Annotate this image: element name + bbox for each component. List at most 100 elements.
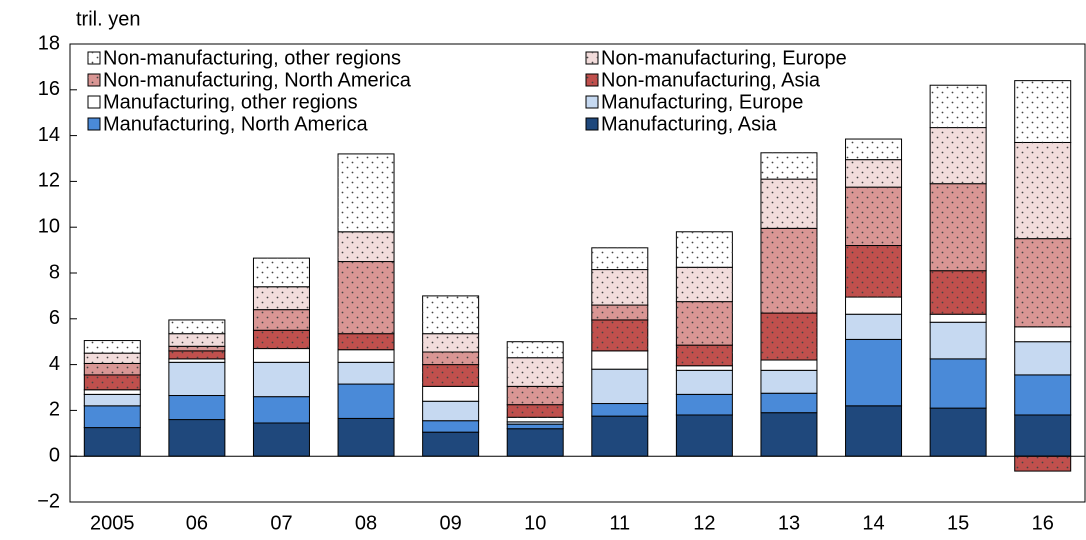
bar-pattern xyxy=(1014,238,1071,327)
bar-pattern xyxy=(338,153,395,232)
bar-pattern xyxy=(253,286,310,310)
bar-segment xyxy=(1014,414,1072,457)
legend-label: Non-manufacturing, Europe xyxy=(601,47,847,69)
legend-label: Non-manufacturing, other regions xyxy=(103,47,401,69)
bar-segment xyxy=(845,313,903,340)
bar-segment xyxy=(929,321,987,360)
bar-pattern xyxy=(845,139,902,160)
bar-segment xyxy=(83,427,141,457)
bar-segment xyxy=(252,422,310,457)
x-tick-label: 06 xyxy=(186,512,208,534)
bar-pattern xyxy=(507,341,564,358)
plot-frame xyxy=(69,43,1086,503)
bar-segment xyxy=(1014,326,1072,343)
y-tick-label: 6 xyxy=(49,307,60,329)
bar-pattern xyxy=(84,363,141,375)
legend-swatch xyxy=(585,117,599,131)
bar-segment xyxy=(760,412,818,457)
bar-pattern xyxy=(253,258,310,287)
bar-pattern xyxy=(930,127,987,184)
bar-pattern xyxy=(507,404,564,418)
bar-segment xyxy=(591,368,649,405)
bar-pattern xyxy=(676,345,733,366)
x-tick-label: 2005 xyxy=(90,512,135,534)
bar-pattern xyxy=(676,301,733,346)
bar-pattern xyxy=(84,374,141,390)
bar-pattern xyxy=(338,333,395,350)
bar-segment xyxy=(168,358,226,363)
bar-pattern xyxy=(338,231,395,262)
legend-label: Manufacturing, other regions xyxy=(103,91,358,113)
bar-segment xyxy=(422,420,480,433)
legend-label: Non-manufacturing, Asia xyxy=(601,69,821,91)
bar-segment xyxy=(337,383,395,419)
bar-pattern xyxy=(1014,80,1071,143)
bar-segment xyxy=(337,361,395,385)
bar-pattern xyxy=(591,319,648,351)
bar-pattern xyxy=(760,313,817,361)
y-tick-label: 8 xyxy=(49,261,60,283)
bar-segment xyxy=(337,417,395,457)
y-tick-label: 0 xyxy=(49,444,60,466)
legend-pattern xyxy=(88,52,100,64)
bar-pattern xyxy=(422,333,479,353)
bar-pattern xyxy=(422,295,479,334)
bar-pattern xyxy=(422,364,479,387)
bar-pattern xyxy=(930,270,987,315)
bar-pattern xyxy=(507,357,564,387)
legend-label: Manufacturing, Europe xyxy=(601,91,803,113)
bar-segment xyxy=(506,423,564,430)
bar-pattern xyxy=(168,350,225,359)
bar-segment xyxy=(337,349,395,363)
bar-pattern xyxy=(422,352,479,365)
bar-pattern xyxy=(1014,456,1071,472)
bar-segment xyxy=(1014,374,1072,416)
bar-pattern xyxy=(253,309,310,331)
x-tick-label: 16 xyxy=(1032,512,1054,534)
bar-pattern xyxy=(507,386,564,405)
legend-swatch xyxy=(87,95,101,109)
x-tick-label: 15 xyxy=(947,512,969,534)
bar-pattern xyxy=(253,330,310,349)
y-tick-label: −2 xyxy=(37,490,60,512)
y-tick-label: 12 xyxy=(38,170,60,192)
bar-segment xyxy=(845,338,903,407)
x-tick-label: 09 xyxy=(440,512,462,534)
bar-segment xyxy=(422,400,480,422)
bar-segment xyxy=(675,414,733,457)
bar-pattern xyxy=(845,187,902,246)
bar-pattern xyxy=(760,179,817,229)
bar-pattern xyxy=(84,340,141,354)
x-tick-label: 10 xyxy=(524,512,546,534)
legend-pattern xyxy=(586,52,598,64)
bar-segment xyxy=(83,405,141,429)
bar-segment xyxy=(591,403,649,417)
bar-pattern xyxy=(845,245,902,298)
bar-pattern xyxy=(168,333,225,347)
y-tick-label: 10 xyxy=(38,215,60,237)
bar-pattern xyxy=(930,183,987,271)
bar-pattern xyxy=(676,267,733,302)
x-tick-label: 08 xyxy=(355,512,377,534)
legend-label: Non-manufacturing, North America xyxy=(103,69,412,91)
bar-segment xyxy=(83,393,141,407)
legend-swatch xyxy=(585,95,599,109)
x-tick-label: 14 xyxy=(862,512,884,534)
bar-segment xyxy=(83,389,141,395)
x-tick-label: 12 xyxy=(693,512,715,534)
bar-pattern xyxy=(1014,142,1071,239)
bar-segment xyxy=(929,407,987,457)
bar-segment xyxy=(252,396,310,424)
bar-segment xyxy=(591,350,649,370)
bar-segment xyxy=(675,365,733,371)
legend-swatch xyxy=(87,117,101,131)
y-tick-label: 4 xyxy=(49,353,60,375)
bar-segment xyxy=(675,369,733,395)
bar-segment xyxy=(760,392,818,414)
bar-pattern xyxy=(168,346,225,351)
y-axis-label: tril. yen xyxy=(76,8,140,30)
bar-pattern xyxy=(676,231,733,268)
bar-segment xyxy=(252,348,310,363)
